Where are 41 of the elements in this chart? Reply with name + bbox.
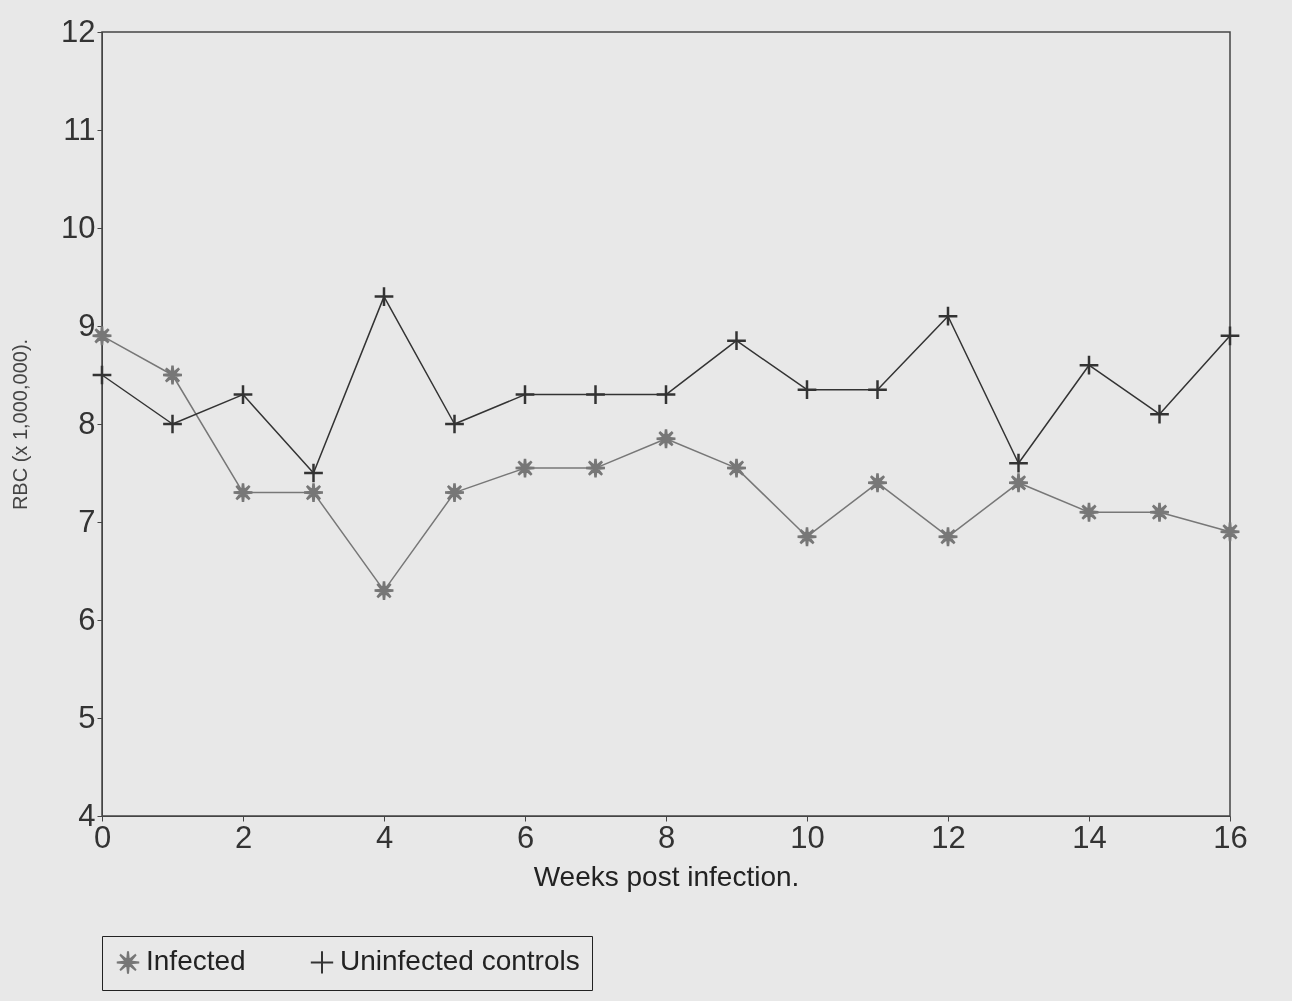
x-tick-label: 12 bbox=[931, 819, 966, 855]
point bbox=[796, 379, 818, 401]
y-tick-label: 8 bbox=[78, 405, 96, 441]
legend-label: Uninfected controls bbox=[340, 945, 580, 977]
legend-label: Infected bbox=[146, 945, 246, 977]
y-tick-label: 4 bbox=[78, 797, 96, 833]
y-tick-label: 12 bbox=[61, 13, 96, 49]
point bbox=[584, 384, 607, 406]
point bbox=[937, 305, 959, 327]
y-tick-label: 6 bbox=[78, 601, 96, 637]
x-tick-label: 14 bbox=[1072, 819, 1107, 855]
point bbox=[161, 413, 184, 435]
y-tick-label: 11 bbox=[63, 111, 96, 147]
point bbox=[655, 384, 677, 406]
point bbox=[302, 482, 325, 504]
x-tick-label: 8 bbox=[657, 819, 676, 855]
point bbox=[302, 462, 325, 484]
y-tick-label: 5 bbox=[78, 699, 96, 735]
x-tick-label: 4 bbox=[375, 819, 394, 855]
x-tick-label: 6 bbox=[516, 819, 535, 855]
point bbox=[373, 286, 395, 308]
point bbox=[514, 384, 536, 406]
point bbox=[443, 413, 466, 435]
point bbox=[1007, 452, 1030, 474]
point bbox=[443, 482, 466, 504]
x-tick-label: 16 bbox=[1213, 819, 1248, 855]
point bbox=[725, 330, 748, 352]
point bbox=[514, 457, 536, 479]
point bbox=[866, 379, 889, 401]
y-tick-label: 7 bbox=[78, 503, 96, 539]
x-tick-label: 10 bbox=[790, 819, 825, 855]
y-axis-title: RBC (x 1,000,000). bbox=[9, 338, 32, 511]
point bbox=[232, 384, 254, 406]
point bbox=[1148, 403, 1171, 425]
y-tick-label: 10 bbox=[61, 209, 96, 245]
point bbox=[1078, 354, 1100, 376]
x-axis-title: Weeks post infection. bbox=[533, 860, 800, 892]
x-tick-label: 2 bbox=[234, 819, 253, 855]
y-tick-label: 9 bbox=[78, 307, 96, 343]
point bbox=[91, 364, 113, 386]
point bbox=[1219, 325, 1241, 347]
